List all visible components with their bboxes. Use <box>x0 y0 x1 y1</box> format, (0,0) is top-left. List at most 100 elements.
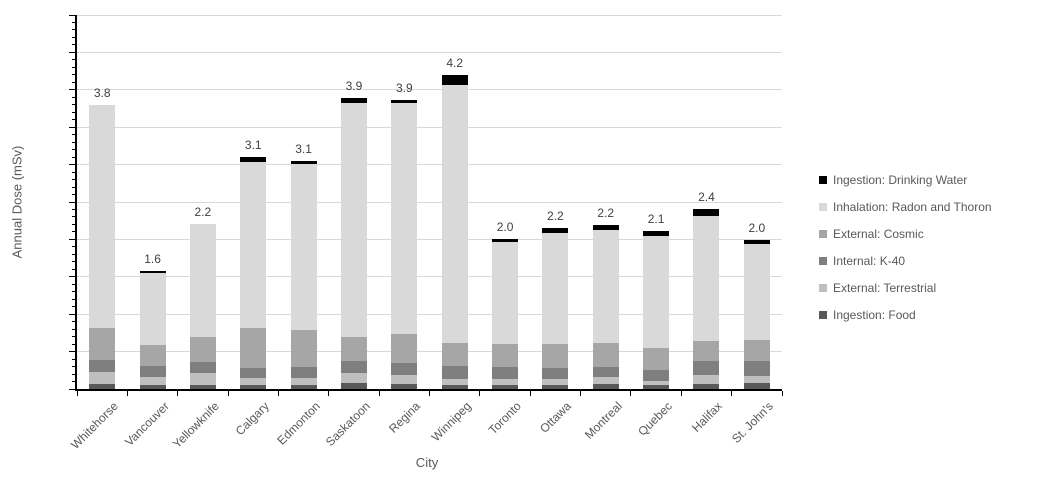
bar-segment-internal-k-40 <box>492 366 519 379</box>
y-axis-title: Annual Dose (mSv) <box>9 145 25 259</box>
bar-segment-external-terrestrial <box>139 377 166 385</box>
legend-item-internal-k-40: Internal: K-40 <box>819 247 992 274</box>
bar-segment-inhalation-radon-and-thoron <box>139 273 166 345</box>
y-axis-minor-tick <box>72 298 75 300</box>
legend-swatch-icon <box>819 283 827 292</box>
y-axis-minor-tick <box>72 381 75 383</box>
bar-segment-internal-k-40 <box>89 359 116 372</box>
bar-segment-external-cosmic <box>391 334 418 363</box>
x-axis-tick <box>76 391 78 396</box>
bar-edmonton <box>290 160 317 389</box>
data-label-toronto: 2.0 <box>496 220 514 235</box>
x-axis-tick <box>429 391 430 396</box>
bar-segment-ingestion-food <box>89 383 116 389</box>
gridline <box>77 276 782 278</box>
y-axis-minor-tick <box>72 29 75 31</box>
bar-segment-external-cosmic <box>139 344 166 366</box>
data-label-calgary: 3.1 <box>244 138 262 153</box>
legend-swatch-icon <box>819 310 827 319</box>
bar-segment-ingestion-drinking-water <box>340 98 367 103</box>
bar-ottawa <box>542 228 569 389</box>
x-axis-tick <box>227 391 229 396</box>
bar-segment-ingestion-food <box>743 383 770 389</box>
data-label-whitehorse: 3.8 <box>93 85 111 100</box>
y-axis-minor-tick <box>72 208 75 210</box>
x-axis-tick <box>126 391 128 396</box>
bar-segment-internal-k-40 <box>743 361 770 377</box>
bar-regina <box>391 99 418 389</box>
data-label-regina: 3.9 <box>395 80 413 95</box>
gridline <box>77 51 782 53</box>
bar-segment-inhalation-radon-and-thoron <box>592 229 619 343</box>
gridline <box>77 14 782 16</box>
bar-whitehorse <box>89 104 116 389</box>
y-axis-minor-tick <box>72 261 75 263</box>
y-axis-minor-tick <box>72 373 75 375</box>
bar-segment-external-terrestrial <box>693 374 720 384</box>
bar-segment-external-cosmic <box>643 347 670 371</box>
y-axis-minor-tick <box>72 216 75 218</box>
data-label-edmonton: 3.1 <box>295 141 312 156</box>
y-axis-minor-tick <box>72 104 75 106</box>
bar-segment-external-terrestrial <box>189 373 216 385</box>
bar-segment-external-cosmic <box>189 336 216 363</box>
x-axis-tick <box>277 391 279 396</box>
bar-segment-inhalation-radon-and-thoron <box>391 103 418 335</box>
bar-segment-external-terrestrial <box>441 379 468 385</box>
bar-segment-ingestion-food <box>542 384 569 389</box>
bar-segment-internal-k-40 <box>441 365 468 380</box>
bar-segment-ingestion-drinking-water <box>693 208 720 217</box>
bar-segment-ingestion-drinking-water <box>743 240 770 244</box>
y-axis-minor-tick <box>72 156 75 158</box>
legend-item-external-terrestrial: External: Terrestrial <box>819 274 992 301</box>
bar-segment-ingestion-drinking-water <box>492 239 519 242</box>
y-axis-minor-tick <box>72 306 75 308</box>
bar-segment-external-terrestrial <box>643 380 670 385</box>
bar-segment-ingestion-food <box>592 383 619 389</box>
x-axis-tick <box>529 391 531 396</box>
bar-segment-ingestion-food <box>340 383 367 389</box>
x-axis-tick <box>630 391 632 396</box>
bar-segment-internal-k-40 <box>340 361 367 374</box>
legend-swatch-icon <box>819 202 827 211</box>
bar-segment-inhalation-radon-and-thoron <box>240 162 267 329</box>
legend: Ingestion: Drinking Water Inhalation: Rad… <box>819 166 992 328</box>
legend-item-external-cosmic: External: Cosmic <box>819 220 992 247</box>
bar-segment-internal-k-40 <box>189 362 216 374</box>
y-axis-major-tick <box>69 351 75 353</box>
y-axis-minor-tick <box>72 283 75 285</box>
y-axis-major-tick <box>69 89 75 91</box>
legend-item-inhalation-radon-and-thoron: Inhalation: Radon and Thoron <box>819 193 992 220</box>
y-axis-minor-tick <box>72 119 75 121</box>
bar-segment-internal-k-40 <box>643 370 670 381</box>
bar-segment-internal-k-40 <box>290 366 317 378</box>
legend-swatch-icon <box>819 175 827 184</box>
bar-segment-external-terrestrial <box>492 378 519 385</box>
bar-segment-inhalation-radon-and-thoron <box>743 243 770 341</box>
bar-segment-internal-k-40 <box>139 365 166 378</box>
data-label-st-john-s: 2.0 <box>748 221 766 236</box>
bar-segment-ingestion-food <box>643 384 670 389</box>
data-label-yellowknife: 2.2 <box>194 205 212 220</box>
bar-saskatoon <box>340 98 367 389</box>
x-axis-tick <box>680 391 682 396</box>
data-label-winnipeg: 4.2 <box>446 55 464 70</box>
bar-segment-ingestion-food <box>290 384 317 389</box>
y-axis-major-tick <box>69 388 75 390</box>
gridline <box>77 238 782 240</box>
bar-segment-inhalation-radon-and-thoron <box>492 241 519 345</box>
data-label-vancouver: 1.6 <box>144 251 161 266</box>
bar-segment-inhalation-radon-and-thoron <box>189 224 216 337</box>
bar-yellowknife <box>189 224 216 389</box>
legend-item-ingestion-drinking-water: Ingestion: Drinking Water <box>819 166 992 193</box>
x-axis-tick <box>378 391 380 396</box>
bar-montreal <box>592 225 619 389</box>
bar-segment-ingestion-drinking-water <box>391 99 418 104</box>
bar-segment-internal-k-40 <box>592 366 619 378</box>
y-axis-minor-tick <box>72 231 75 233</box>
y-axis-minor-tick <box>72 21 75 23</box>
bar-segment-external-cosmic <box>693 341 720 362</box>
y-axis-major-tick <box>69 51 75 53</box>
bar-segment-inhalation-radon-and-thoron <box>542 233 569 345</box>
